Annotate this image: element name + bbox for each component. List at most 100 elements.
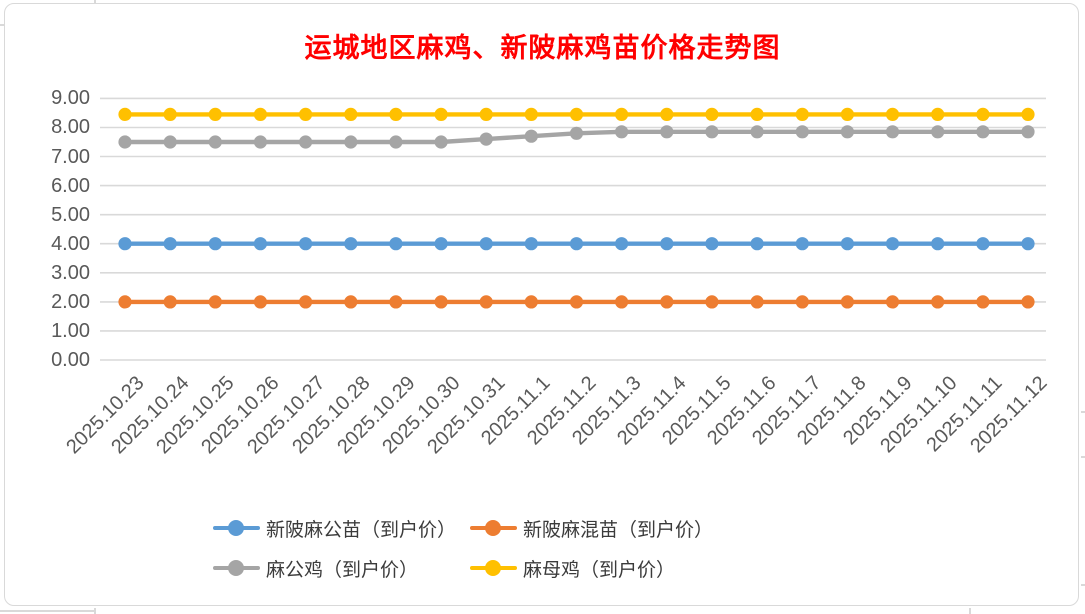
- data-point[interactable]: [795, 125, 809, 139]
- data-point[interactable]: [795, 295, 809, 309]
- data-point[interactable]: [253, 135, 267, 149]
- data-point[interactable]: [299, 237, 313, 251]
- data-point[interactable]: [569, 295, 584, 309]
- data-point[interactable]: [795, 237, 809, 251]
- data-point[interactable]: [389, 107, 403, 121]
- y-axis-label: 2.00: [51, 291, 90, 313]
- data-point[interactable]: [208, 135, 222, 149]
- data-point[interactable]: [795, 107, 809, 121]
- data-point[interactable]: [705, 237, 719, 251]
- data-point[interactable]: [299, 107, 313, 121]
- data-point[interactable]: [253, 295, 267, 309]
- data-point[interactable]: [885, 125, 900, 139]
- data-point[interactable]: [434, 295, 448, 309]
- data-point[interactable]: [1021, 125, 1035, 139]
- data-point[interactable]: [479, 132, 493, 146]
- data-point[interactable]: [434, 135, 448, 149]
- data-point[interactable]: [208, 107, 222, 121]
- chart-object-frame[interactable]: [4, 3, 1079, 606]
- data-point[interactable]: [885, 295, 900, 309]
- data-point[interactable]: [118, 107, 132, 121]
- data-point[interactable]: [750, 237, 764, 251]
- data-point[interactable]: [524, 295, 538, 309]
- data-point[interactable]: [705, 107, 719, 121]
- data-point[interactable]: [569, 237, 584, 251]
- data-point[interactable]: [163, 135, 177, 149]
- data-point[interactable]: [931, 237, 945, 251]
- data-point[interactable]: [479, 107, 493, 121]
- data-point[interactable]: [931, 125, 945, 139]
- legend-marker-icon: [470, 559, 517, 577]
- data-point[interactable]: [389, 295, 403, 309]
- data-point[interactable]: [163, 237, 177, 251]
- data-point[interactable]: [118, 295, 132, 309]
- cell-gridline-tick: [1081, 584, 1085, 586]
- data-point[interactable]: [299, 135, 313, 149]
- data-point[interactable]: [208, 295, 222, 309]
- data-point[interactable]: [840, 125, 855, 139]
- data-point[interactable]: [931, 295, 945, 309]
- data-point[interactable]: [615, 295, 629, 309]
- data-point[interactable]: [524, 129, 538, 143]
- data-point[interactable]: [479, 237, 493, 251]
- data-point[interactable]: [885, 107, 900, 121]
- legend-marker-icon: [213, 559, 260, 577]
- data-point[interactable]: [615, 237, 629, 251]
- data-point[interactable]: [569, 107, 584, 121]
- legend-marker-icon: [470, 519, 517, 537]
- data-point[interactable]: [1021, 295, 1035, 309]
- data-point[interactable]: [344, 135, 358, 149]
- data-point[interactable]: [750, 295, 764, 309]
- data-point[interactable]: [840, 295, 855, 309]
- data-point[interactable]: [524, 237, 538, 251]
- cell-gridline-tick: [94, 608, 96, 614]
- data-point[interactable]: [163, 295, 177, 309]
- legend-item-2[interactable]: 麻公鸡（到户价）: [213, 553, 470, 583]
- data-point[interactable]: [434, 237, 448, 251]
- data-point[interactable]: [885, 237, 900, 251]
- data-point[interactable]: [344, 107, 358, 121]
- data-point[interactable]: [660, 237, 674, 251]
- data-point[interactable]: [344, 237, 358, 251]
- data-point[interactable]: [840, 237, 855, 251]
- data-point[interactable]: [750, 107, 764, 121]
- data-point[interactable]: [976, 107, 990, 121]
- legend-label: 麻公鸡（到户价）: [266, 559, 419, 581]
- data-point[interactable]: [569, 126, 584, 140]
- data-point[interactable]: [163, 107, 177, 121]
- data-point[interactable]: [840, 107, 855, 121]
- data-point[interactable]: [976, 295, 990, 309]
- data-point[interactable]: [976, 237, 990, 251]
- legend-item-0[interactable]: 新陂麻公苗（到户价）: [213, 513, 470, 543]
- data-point[interactable]: [389, 135, 403, 149]
- data-point[interactable]: [434, 107, 448, 121]
- data-point[interactable]: [750, 125, 764, 139]
- data-point[interactable]: [524, 107, 538, 121]
- legend-item-3[interactable]: 麻母鸡（到户价）: [470, 553, 800, 583]
- legend-item-1[interactable]: 新陂麻混苗（到户价）: [470, 513, 800, 543]
- data-point[interactable]: [479, 295, 493, 309]
- data-point[interactable]: [299, 295, 313, 309]
- data-point[interactable]: [208, 237, 222, 251]
- chart-title[interactable]: 运城地区麻鸡、新陂麻鸡苗价格走势图: [304, 33, 781, 63]
- data-point[interactable]: [253, 107, 267, 121]
- data-point[interactable]: [253, 237, 267, 251]
- data-point[interactable]: [705, 125, 719, 139]
- data-point[interactable]: [389, 237, 403, 251]
- data-point[interactable]: [615, 125, 629, 139]
- data-point[interactable]: [660, 125, 674, 139]
- data-point[interactable]: [976, 125, 990, 139]
- data-point[interactable]: [705, 295, 719, 309]
- data-point[interactable]: [615, 107, 629, 121]
- data-point[interactable]: [118, 135, 132, 149]
- data-point[interactable]: [118, 237, 132, 251]
- data-point[interactable]: [660, 107, 674, 121]
- data-point[interactable]: [660, 295, 674, 309]
- data-point[interactable]: [344, 295, 358, 309]
- y-axis-label: 7.00: [51, 146, 90, 168]
- data-point[interactable]: [1021, 237, 1035, 251]
- data-point[interactable]: [931, 107, 945, 121]
- data-point[interactable]: [1021, 107, 1035, 121]
